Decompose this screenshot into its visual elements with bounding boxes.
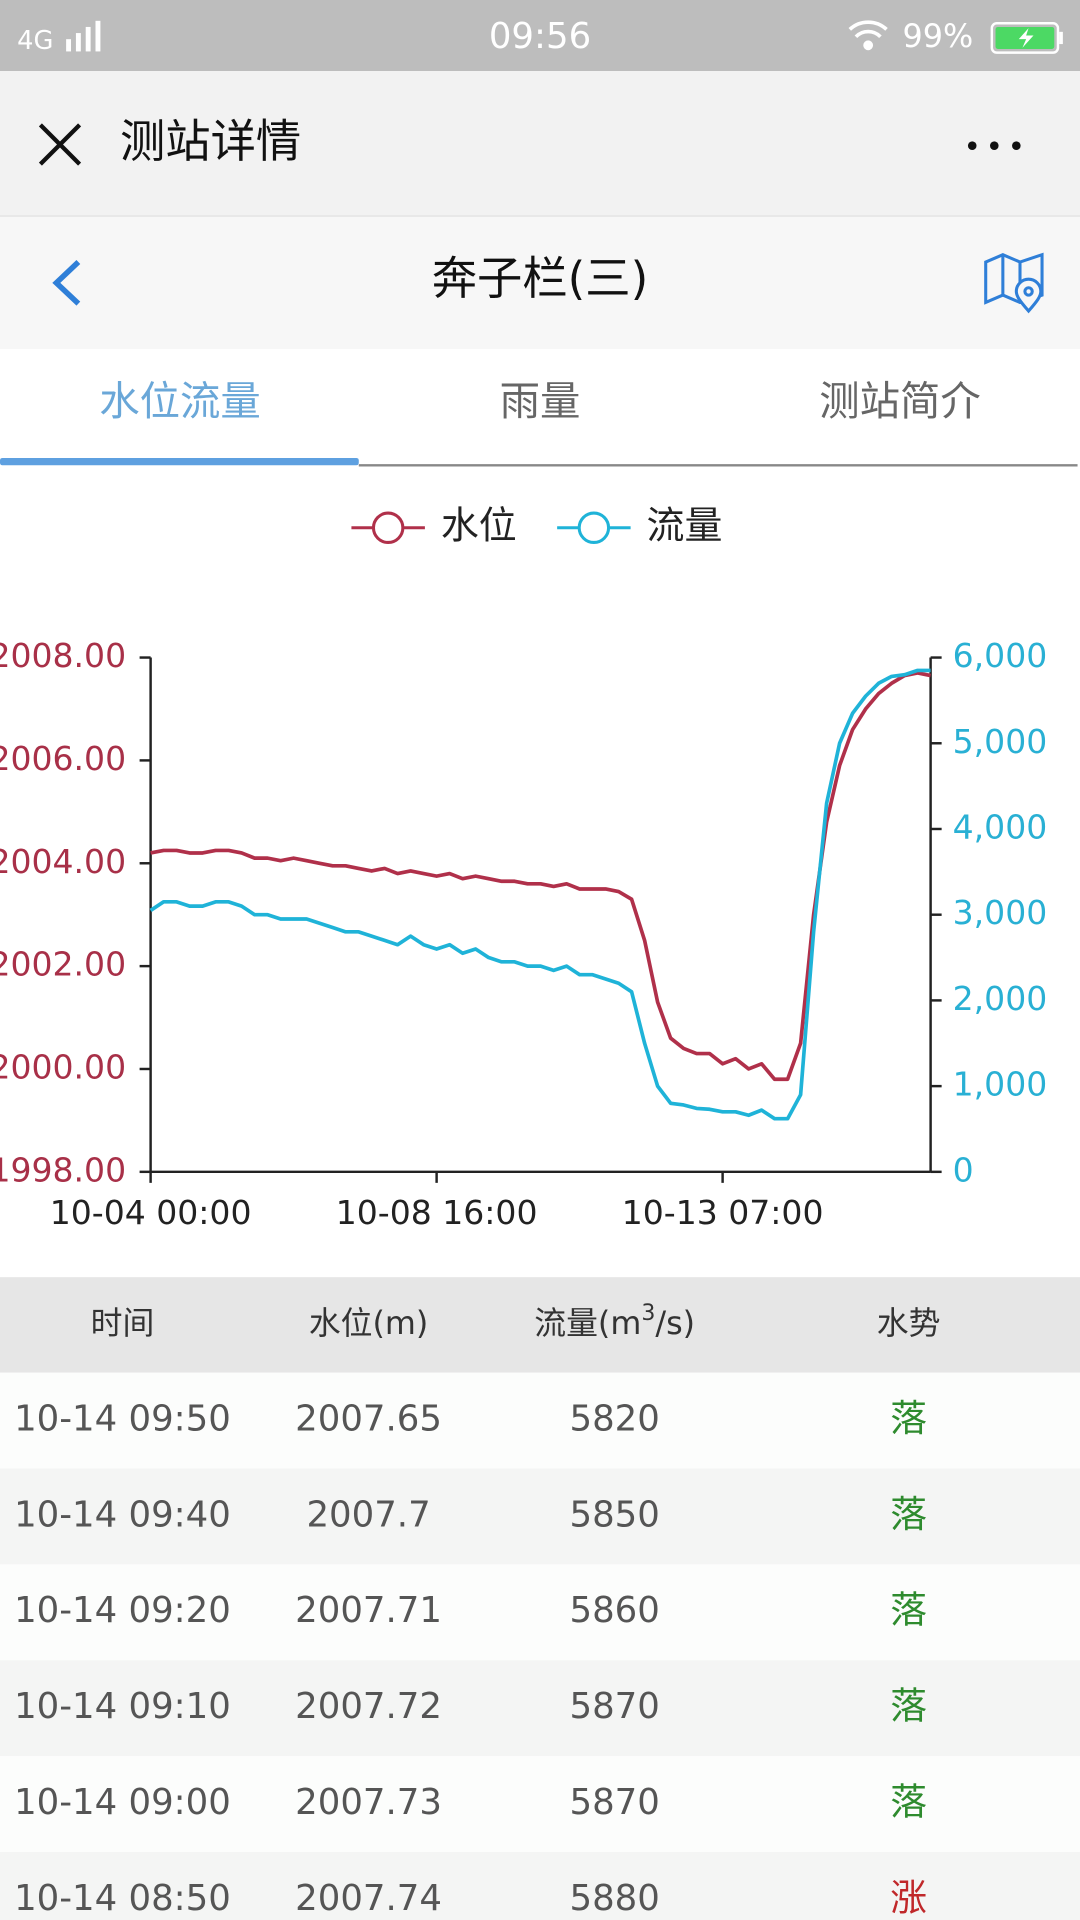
page-header xyxy=(0,216,1080,349)
data-table: 时间 水位(m) 流量(m3/s) 水势 10-14 09:50 2007.65 5820 落… xyxy=(0,1277,1080,1920)
header-cell: 时间 xyxy=(91,1304,155,1342)
table-header-bg xyxy=(0,1277,1080,1373)
y2-tick-label: 6,000 xyxy=(953,636,1048,675)
close-button[interactable] xyxy=(38,123,82,166)
status-bar xyxy=(0,0,1080,72)
table-cell: 10-14 09:00 xyxy=(14,1782,231,1823)
series-line xyxy=(149,668,931,1121)
header-text: 流量(m xyxy=(534,1304,641,1342)
network-label: 4G xyxy=(17,26,53,56)
trend-cell: 落 xyxy=(890,1397,927,1440)
header-cell: 流量(m3/s) xyxy=(534,1301,695,1342)
table-cell: 10-14 09:40 xyxy=(14,1494,231,1535)
clock: 09:56 xyxy=(489,16,591,57)
tab-indicator xyxy=(0,457,359,466)
table-cell: 5820 xyxy=(570,1398,660,1439)
more-button[interactable] xyxy=(967,141,1021,150)
table-row-bg xyxy=(0,1756,1080,1853)
table-row-bg xyxy=(0,1660,1080,1757)
x-tick-label: 10-04 00:00 xyxy=(50,1193,252,1232)
table-row-bg xyxy=(0,1564,1080,1661)
y2-tick-label: 2,000 xyxy=(953,979,1048,1018)
y-tick-label: 2000.00 xyxy=(0,1047,126,1086)
y2-tick-label: 3,000 xyxy=(953,893,1048,932)
table-cell: 10-14 09:20 xyxy=(14,1590,231,1631)
battery-icon xyxy=(990,22,1063,54)
table-cell: 10-14 08:50 xyxy=(14,1878,231,1919)
y-tick-label: 1998.00 xyxy=(0,1150,126,1189)
legend-label[interactable]: 流量 xyxy=(647,503,723,547)
trend-cell: 落 xyxy=(890,1493,927,1536)
station-title: 奔子栏(三) xyxy=(432,252,649,305)
table-cell: 5880 xyxy=(570,1878,660,1919)
y2-tick-label: 0 xyxy=(953,1150,974,1189)
trend-cell: 涨 xyxy=(890,1876,927,1919)
table-cell: 2007.74 xyxy=(295,1878,442,1919)
table-row-bg xyxy=(0,1372,1080,1469)
series-line xyxy=(150,671,931,1082)
y-tick-label: 2006.00 xyxy=(0,739,126,778)
table-row-bg xyxy=(0,1468,1080,1565)
back-button[interactable] xyxy=(52,260,81,306)
y2-tick-label: 4,000 xyxy=(953,807,1048,846)
tab-bar xyxy=(0,350,1080,466)
table-cell: 2007.7 xyxy=(306,1494,430,1535)
y-tick-label: 2008.00 xyxy=(0,636,126,675)
header-tail: /s) xyxy=(655,1304,695,1342)
battery-label: 99% xyxy=(902,17,973,55)
table-cell: 5860 xyxy=(570,1590,660,1631)
table-cell: 10-14 09:10 xyxy=(14,1686,231,1727)
tab[interactable]: 水位流量 xyxy=(99,377,261,425)
table-cell: 2007.72 xyxy=(295,1686,442,1727)
header-sup: 3 xyxy=(641,1301,655,1326)
table-cell: 2007.73 xyxy=(295,1782,442,1823)
table-cell: 10-14 09:50 xyxy=(14,1398,231,1439)
table-cell: 2007.65 xyxy=(295,1398,442,1439)
table-cell: 5850 xyxy=(570,1494,660,1535)
nav-title: 测站详情 xyxy=(120,115,301,168)
header-cell: 水势 xyxy=(877,1304,941,1342)
nav-bar xyxy=(0,71,1080,216)
signal-icon xyxy=(66,20,101,52)
x-tick-label: 10-08 16:00 xyxy=(336,1193,538,1232)
trend-cell: 落 xyxy=(890,1685,927,1728)
chart: 水位 流量 1998.00 2000.00 2002.00 2004.00 2006.00 2… xyxy=(0,503,1047,1232)
legend-marker xyxy=(371,511,405,544)
y-tick-label: 2002.00 xyxy=(0,945,126,984)
y2-tick-label: 1,000 xyxy=(953,1065,1048,1104)
table-cell: 5870 xyxy=(570,1782,660,1823)
x-tick-label: 10-13 07:00 xyxy=(622,1193,824,1232)
table-cell: 5870 xyxy=(570,1686,660,1727)
y-tick-label: 2004.00 xyxy=(0,842,126,881)
trend-cell: 落 xyxy=(890,1589,927,1632)
table-row-bg xyxy=(0,1852,1080,1920)
header-cell: 水位(m) xyxy=(309,1304,429,1342)
map-button[interactable] xyxy=(984,252,1044,314)
table-cell: 2007.71 xyxy=(295,1590,442,1631)
wifi-icon xyxy=(848,20,888,51)
tab[interactable]: 雨量 xyxy=(500,377,581,425)
trend-cell: 落 xyxy=(890,1780,927,1823)
y2-tick-label: 5,000 xyxy=(953,722,1048,761)
legend-marker xyxy=(577,511,611,544)
tab[interactable]: 测站简介 xyxy=(819,377,981,425)
legend-label[interactable]: 水位 xyxy=(441,503,517,547)
